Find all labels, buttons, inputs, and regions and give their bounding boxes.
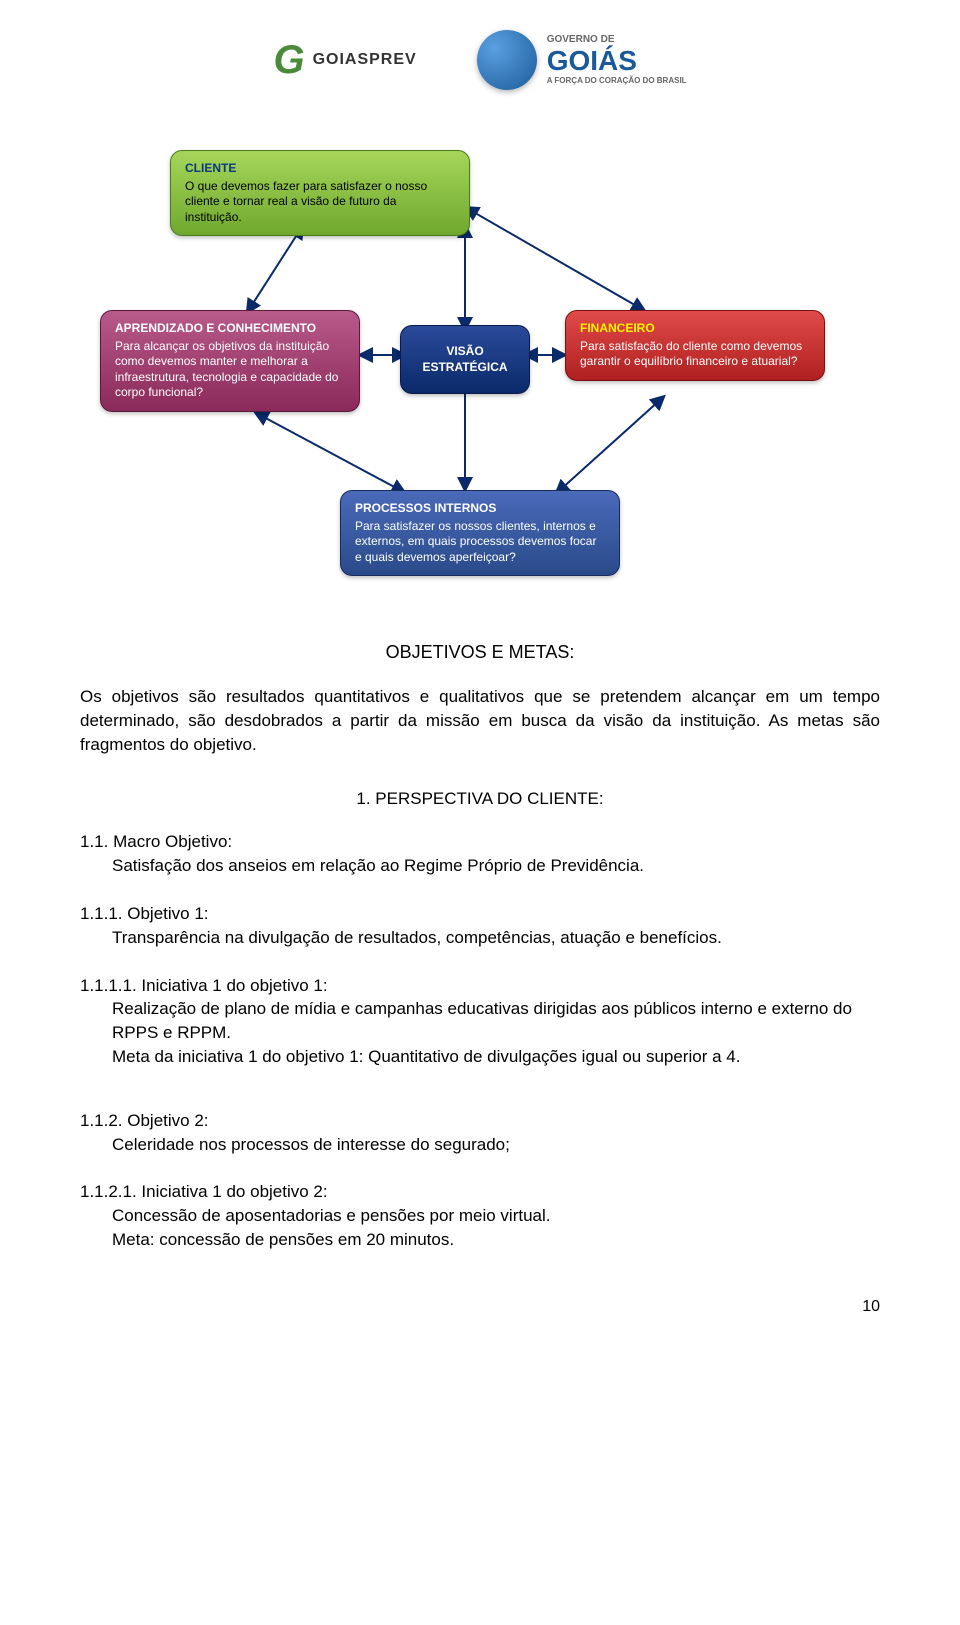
logo-goiasprev: G GOIASPREV (273, 32, 416, 88)
node-processos-body: Para satisfazer os nossos clientes, inte… (355, 519, 596, 564)
node-cliente: CLIENTE O que devemos fazer para satisfa… (170, 150, 470, 236)
node-processos: PROCESSOS INTERNOS Para satisfazer os no… (340, 490, 620, 576)
goiasprev-icon: G (273, 32, 304, 88)
node-visao-line2: ESTRATÉGICA (422, 360, 507, 374)
goias-globe-icon (477, 30, 537, 90)
node-financeiro-title: FINANCEIRO (580, 321, 810, 337)
item-1-1-label: 1.1. Macro Objetivo: (80, 832, 232, 851)
perspective-heading: 1. PERSPECTIVA DO CLIENTE: (0, 787, 960, 811)
intro-paragraph: Os objetivos são resultados quantitativo… (0, 685, 960, 756)
section-title: OBJETIVOS E METAS: (0, 640, 960, 665)
item-1-1-1-1-label: 1.1.1.1. Iniciativa 1 do objetivo 1: (80, 976, 328, 995)
node-aprendizado-body: Para alcançar os objetivos da instituiçã… (115, 339, 338, 400)
item-1-1-2-label: 1.1.2. Objetivo 2: (80, 1111, 209, 1130)
node-visao: VISÃO ESTRATÉGICA (400, 325, 530, 394)
goiasprev-text: GOIASPREV (313, 49, 417, 71)
item-1-1-2: 1.1.2. Objetivo 2: Celeridade nos proces… (0, 1109, 960, 1157)
item-1-1-2-1-body2: Meta: concessão de pensões em 20 minutos… (80, 1228, 880, 1252)
page-number: 10 (0, 1276, 960, 1318)
node-cliente-body: O que devemos fazer para satisfazer o no… (185, 179, 427, 224)
item-1-1-2-body: Celeridade nos processos de interesse do… (80, 1133, 880, 1157)
node-aprendizado: APRENDIZADO E CONHECIMENTO Para alcançar… (100, 310, 360, 412)
item-1-1-2-1-body1: Concessão de aposentadorias e pensões po… (80, 1204, 880, 1228)
logo-goias: GOVERNO DE GOIÁS A FORÇA DO CORAÇÃO DO B… (477, 30, 687, 90)
item-1-1-1-1-body2: Meta da iniciativa 1 do objetivo 1: Quan… (80, 1045, 880, 1069)
item-1-1: 1.1. Macro Objetivo: Satisfação dos anse… (0, 830, 960, 878)
item-1-1-1-body: Transparência na divulgação de resultado… (80, 926, 880, 950)
item-1-1-2-1: 1.1.2.1. Iniciativa 1 do objetivo 2: Con… (0, 1180, 960, 1251)
strategy-diagram: CLIENTE O que devemos fazer para satisfa… (100, 150, 860, 610)
goias-sub-label: A FORÇA DO CORAÇÃO DO BRASIL (547, 75, 687, 86)
item-1-1-body: Satisfação dos anseios em relação ao Reg… (80, 854, 880, 878)
goias-text-group: GOVERNO DE GOIÁS A FORÇA DO CORAÇÃO DO B… (547, 33, 687, 86)
item-1-1-1-label: 1.1.1. Objetivo 1: (80, 904, 209, 923)
goias-main-label: GOIÁS (547, 47, 687, 75)
item-1-1-1-1-body1: Realização de plano de mídia e campanhas… (80, 997, 880, 1045)
node-cliente-title: CLIENTE (185, 161, 455, 177)
item-1-1-1-1: 1.1.1.1. Iniciativa 1 do objetivo 1: Rea… (0, 974, 960, 1069)
node-financeiro-body: Para satisfação do cliente como devemos … (580, 339, 802, 369)
item-1-1-2-1-label: 1.1.2.1. Iniciativa 1 do objetivo 2: (80, 1182, 328, 1201)
node-financeiro: FINANCEIRO Para satisfação do cliente co… (565, 310, 825, 381)
item-1-1-1: 1.1.1. Objetivo 1: Transparência na divu… (0, 902, 960, 950)
node-visao-line1: VISÃO (446, 344, 483, 358)
node-processos-title: PROCESSOS INTERNOS (355, 501, 605, 517)
header-logos: G GOIASPREV GOVERNO DE GOIÁS A FORÇA DO … (0, 0, 960, 110)
node-aprendizado-title: APRENDIZADO E CONHECIMENTO (115, 321, 345, 337)
